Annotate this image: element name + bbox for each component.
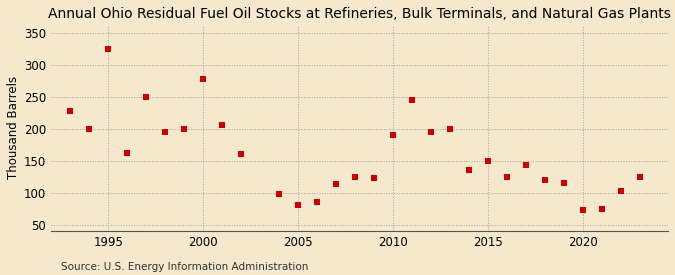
Point — [634, 174, 645, 179]
Point — [406, 98, 417, 102]
Point — [217, 123, 227, 128]
Point — [331, 182, 342, 186]
Point — [596, 206, 607, 211]
Point — [558, 181, 569, 185]
Point — [502, 174, 512, 179]
Point — [577, 208, 588, 213]
Point — [369, 176, 379, 181]
Point — [65, 108, 76, 113]
Point — [292, 203, 303, 208]
Point — [179, 126, 190, 131]
Point — [140, 94, 151, 99]
Point — [160, 130, 171, 134]
Point — [444, 126, 455, 131]
Text: Source: U.S. Energy Information Administration: Source: U.S. Energy Information Administ… — [61, 262, 308, 272]
Title: Annual Ohio Residual Fuel Oil Stocks at Refineries, Bulk Terminals, and Natural : Annual Ohio Residual Fuel Oil Stocks at … — [48, 7, 671, 21]
Y-axis label: Thousand Barrels: Thousand Barrels — [7, 76, 20, 180]
Point — [198, 77, 209, 81]
Point — [520, 163, 531, 167]
Point — [387, 133, 398, 137]
Point — [350, 174, 360, 179]
Point — [84, 126, 95, 131]
Point — [312, 200, 323, 204]
Point — [273, 192, 284, 196]
Point — [615, 189, 626, 194]
Point — [463, 168, 474, 172]
Point — [425, 130, 436, 134]
Point — [483, 158, 493, 163]
Point — [103, 46, 113, 51]
Point — [236, 152, 246, 156]
Point — [539, 178, 550, 182]
Point — [122, 151, 132, 155]
